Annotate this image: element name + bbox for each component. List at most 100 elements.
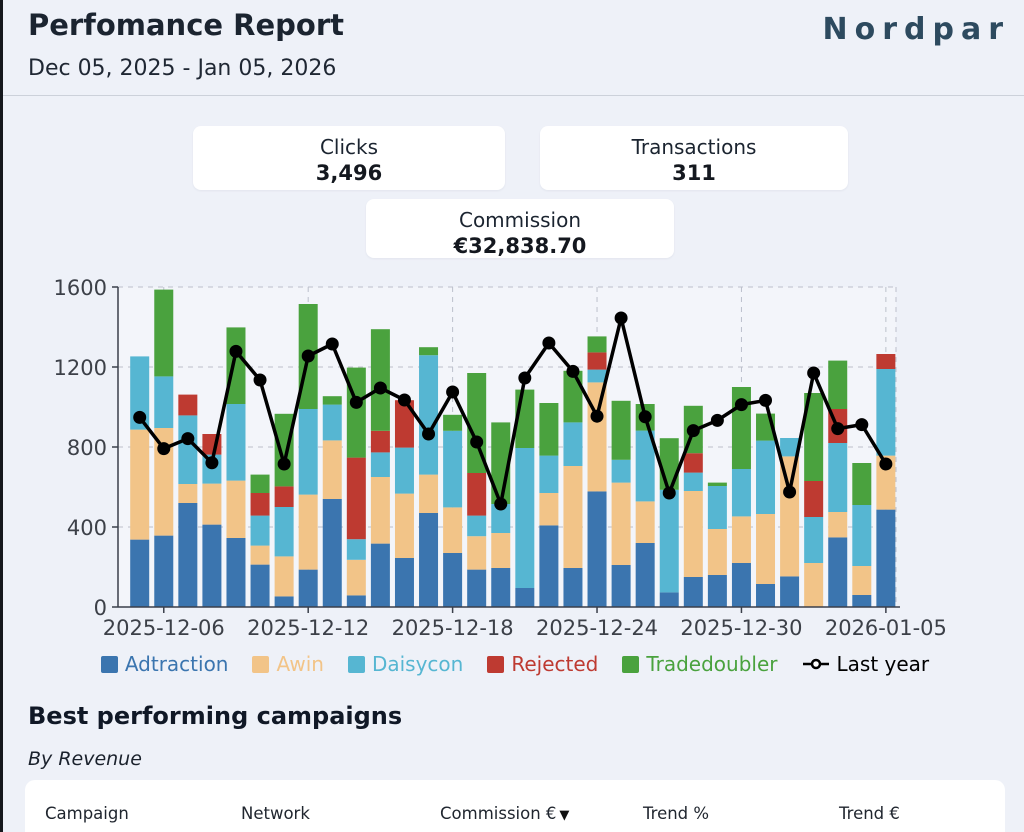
bar-segment-awin[interactable] (707, 529, 727, 575)
bar-segment-awin[interactable] (178, 484, 198, 503)
last-year-point[interactable] (662, 486, 676, 500)
bar-segment-daisycon[interactable] (491, 504, 511, 533)
bar-segment-daisycon[interactable] (756, 440, 776, 514)
bar-segment-adtraction[interactable] (394, 558, 414, 607)
table-header-trend-€[interactable]: Trend € (839, 804, 900, 823)
last-year-point[interactable] (807, 366, 821, 380)
bar-segment-adtraction[interactable] (491, 568, 511, 607)
bar-segment-adtraction[interactable] (130, 539, 150, 607)
bar-segment-daisycon[interactable] (539, 455, 559, 493)
bar-segment-daisycon[interactable] (394, 447, 414, 494)
bar-segment-awin[interactable] (419, 474, 439, 513)
bar-2025-12-25[interactable] (611, 400, 631, 607)
legend-item-tradedoubler[interactable]: Tradedoubler (622, 652, 778, 676)
bar-segment-daisycon[interactable] (274, 507, 294, 557)
bar-segment-awin[interactable] (274, 556, 294, 597)
last-year-point[interactable] (325, 337, 339, 351)
bar-2025-12-08[interactable] (202, 434, 222, 607)
last-year-point[interactable] (422, 427, 436, 441)
bar-segment-daisycon[interactable] (154, 376, 174, 428)
bar-segment-daisycon[interactable] (683, 472, 703, 491)
bar-segment-awin[interactable] (563, 466, 583, 568)
bar-2026-01-02[interactable] (804, 393, 824, 607)
bar-2025-12-20[interactable] (491, 422, 511, 607)
bar-segment-rejected[interactable] (370, 430, 390, 453)
bar-2025-12-19[interactable] (467, 373, 487, 607)
bar-2025-12-13[interactable] (322, 396, 342, 607)
last-year-point[interactable] (542, 336, 556, 350)
bar-2025-12-17[interactable] (419, 347, 439, 607)
bar-segment-adtraction[interactable] (370, 543, 390, 607)
last-year-point[interactable] (157, 442, 171, 456)
legend-item-daisycon[interactable]: Daisycon (347, 652, 463, 676)
last-year-point[interactable] (277, 457, 291, 471)
legend-item-adtraction[interactable]: Adtraction (100, 652, 228, 676)
last-year-point[interactable] (783, 485, 797, 499)
bar-segment-tradedoubler[interactable] (419, 347, 439, 356)
bar-segment-rejected[interactable] (683, 453, 703, 473)
bar-segment-adtraction[interactable] (346, 595, 366, 607)
bar-segment-daisycon[interactable] (876, 369, 896, 456)
table-header-campaign[interactable]: Campaign (45, 804, 129, 823)
bar-segment-adtraction[interactable] (756, 584, 776, 607)
bar-segment-adtraction[interactable] (154, 535, 174, 607)
bar-segment-awin[interactable] (539, 493, 559, 526)
bar-2025-12-07[interactable] (178, 394, 198, 607)
last-year-point[interactable] (590, 409, 604, 423)
bar-2025-12-30[interactable] (731, 387, 751, 607)
bar-segment-awin[interactable] (587, 382, 607, 492)
bar-segment-awin[interactable] (731, 516, 751, 563)
last-year-point[interactable] (879, 457, 893, 471)
bar-segment-adtraction[interactable] (731, 563, 751, 607)
bar-segment-tradedoubler[interactable] (226, 327, 246, 404)
bar-2025-12-15[interactable] (370, 329, 390, 607)
bar-segment-tradedoubler[interactable] (370, 329, 390, 431)
bar-segment-awin[interactable] (202, 483, 222, 525)
last-year-point[interactable] (373, 381, 387, 395)
bar-segment-adtraction[interactable] (467, 569, 487, 607)
bar-segment-adtraction[interactable] (611, 565, 631, 607)
bar-2025-12-05[interactable] (130, 356, 150, 607)
bar-segment-awin[interactable] (154, 428, 174, 536)
legend-item-rejected[interactable]: Rejected (487, 652, 598, 676)
bar-segment-tradedoubler[interactable] (611, 400, 631, 460)
bar-segment-adtraction[interactable] (659, 592, 679, 607)
bar-segment-adtraction[interactable] (635, 543, 655, 607)
bar-segment-rejected[interactable] (876, 354, 896, 369)
last-year-point[interactable] (470, 435, 484, 449)
legend-item-last-year[interactable]: Last year (802, 652, 929, 676)
bar-segment-tradedoubler[interactable] (154, 289, 174, 377)
bar-segment-adtraction[interactable] (707, 575, 727, 607)
last-year-point[interactable] (494, 497, 508, 511)
bar-segment-daisycon[interactable] (563, 422, 583, 466)
bar-2025-12-29[interactable] (707, 482, 727, 607)
bar-2025-12-09[interactable] (226, 327, 246, 607)
last-year-point[interactable] (566, 364, 580, 378)
bar-segment-daisycon[interactable] (467, 515, 487, 537)
bar-segment-tradedoubler[interactable] (587, 336, 607, 353)
bar-2025-12-22[interactable] (539, 403, 559, 607)
bar-segment-daisycon[interactable] (346, 539, 366, 560)
bar-2026-01-04[interactable] (852, 463, 872, 607)
bar-segment-tradedoubler[interactable] (659, 438, 679, 490)
bar-segment-tradedoubler[interactable] (467, 373, 487, 473)
bar-segment-adtraction[interactable] (226, 538, 246, 607)
bar-segment-rejected[interactable] (274, 486, 294, 507)
bar-segment-awin[interactable] (443, 507, 463, 553)
bar-segment-awin[interactable] (852, 566, 872, 595)
last-year-point[interactable] (349, 395, 363, 409)
bar-segment-adtraction[interactable] (683, 577, 703, 607)
bar-segment-awin[interactable] (346, 559, 366, 596)
bar-2026-01-05[interactable] (876, 354, 896, 607)
bar-2025-12-12[interactable] (298, 304, 318, 607)
bar-segment-awin[interactable] (370, 477, 390, 544)
bar-segment-daisycon[interactable] (611, 459, 631, 483)
last-year-point[interactable] (133, 410, 147, 424)
bar-segment-daisycon[interactable] (130, 356, 150, 430)
bar-segment-daisycon[interactable] (322, 404, 342, 441)
bar-segment-daisycon[interactable] (443, 430, 463, 508)
bar-2025-12-23[interactable] (563, 370, 583, 607)
bar-segment-tradedoubler[interactable] (804, 393, 824, 481)
last-year-point[interactable] (831, 422, 845, 436)
last-year-point[interactable] (229, 344, 243, 358)
